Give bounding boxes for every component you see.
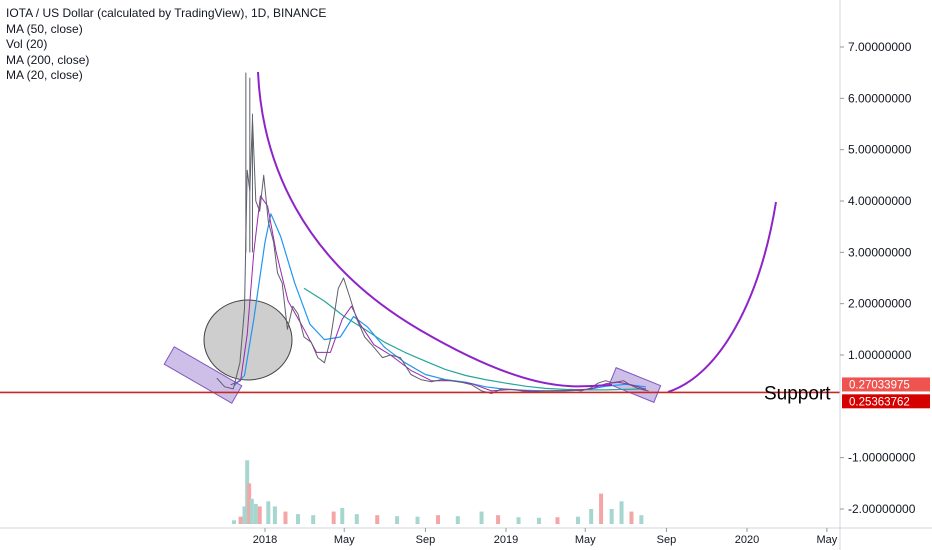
y-tick-label: 2.00000000 bbox=[848, 297, 912, 311]
volume-bar bbox=[435, 515, 440, 524]
x-tick-label: Sep bbox=[657, 534, 677, 546]
support-label: Support bbox=[764, 383, 831, 404]
volume-bar bbox=[231, 520, 236, 524]
price-badge-support: 0.25363762 bbox=[849, 396, 910, 408]
volume-bar bbox=[354, 514, 359, 524]
x-tick-label: 2018 bbox=[253, 534, 277, 546]
x-tick-label: 2019 bbox=[494, 534, 518, 546]
volume-bar bbox=[331, 511, 336, 524]
ma20-line bbox=[230, 195, 647, 392]
volume-bar bbox=[253, 503, 258, 524]
x-tick-label: Sep bbox=[416, 534, 436, 546]
volume-bar bbox=[249, 498, 254, 524]
volume-bar bbox=[496, 515, 501, 524]
volume-bar bbox=[247, 483, 252, 524]
indicator-ma50[interactable]: MA (50, close) bbox=[6, 21, 83, 36]
price-badge-current: 0.27033975 bbox=[849, 379, 910, 391]
ma200-line bbox=[303, 287, 647, 391]
chart-title[interactable]: IOTA / US Dollar (calculated by TradingV… bbox=[6, 6, 327, 20]
y-tick-label: 3.00000000 bbox=[848, 245, 912, 259]
volume-bar bbox=[479, 511, 484, 524]
volume-bar bbox=[619, 501, 624, 524]
indicator-volume[interactable]: Vol (20) bbox=[6, 37, 48, 51]
ascending-curve[interactable] bbox=[667, 201, 777, 393]
y-tick-label: 4.00000000 bbox=[848, 194, 912, 208]
price-badge-current-bg bbox=[842, 377, 930, 392]
indicator-ma20[interactable]: MA (20, close) bbox=[6, 68, 83, 82]
volume-bar bbox=[589, 509, 594, 524]
volume-bar bbox=[266, 501, 271, 524]
volume-bar bbox=[340, 507, 345, 524]
y-tick-label: 6.00000000 bbox=[848, 91, 912, 105]
volume-bar bbox=[609, 509, 614, 524]
chart-legend: IOTA / US Dollar (calculated by TradingV… bbox=[6, 6, 326, 84]
x-tick-label: May bbox=[817, 534, 838, 546]
volume-bar bbox=[272, 506, 277, 524]
x-tick-label: May bbox=[575, 534, 596, 546]
volume-bar bbox=[311, 515, 316, 524]
y-tick-label: 5.00000000 bbox=[848, 143, 912, 157]
volume-bar bbox=[415, 516, 420, 524]
volume-bar bbox=[537, 517, 542, 524]
y-tick-label: 7.00000000 bbox=[848, 40, 912, 54]
volume-bar bbox=[283, 511, 288, 524]
y-tick-label: 1.00000000 bbox=[848, 348, 912, 362]
volume-bar bbox=[375, 515, 380, 524]
volume-bar bbox=[555, 517, 560, 524]
price-badge-support-bg bbox=[842, 394, 930, 409]
volume-bar bbox=[238, 516, 243, 524]
volume-bar bbox=[395, 516, 400, 524]
zone-rectangle-left[interactable] bbox=[163, 346, 243, 404]
volume-bar bbox=[629, 511, 634, 524]
volume-bar bbox=[242, 506, 247, 524]
highlight-ellipse[interactable] bbox=[203, 299, 293, 381]
volume-bar bbox=[257, 506, 262, 524]
volume-bar bbox=[516, 517, 521, 524]
volume-bar bbox=[296, 514, 301, 524]
y-tick-label: -1.00000000 bbox=[848, 451, 916, 465]
price-line bbox=[216, 118, 649, 394]
ma50-line bbox=[233, 213, 647, 392]
y-tick-label: -2.00000000 bbox=[848, 502, 916, 516]
descending-curve[interactable] bbox=[257, 71, 613, 388]
volume-bar bbox=[575, 516, 580, 524]
indicator-ma200[interactable]: MA (200, close) bbox=[6, 52, 90, 67]
volume-bar bbox=[639, 515, 644, 524]
x-tick-label: 2020 bbox=[735, 534, 759, 546]
volume-bar bbox=[455, 516, 460, 524]
x-tick-label: May bbox=[334, 534, 355, 546]
volume-bar bbox=[599, 493, 604, 524]
